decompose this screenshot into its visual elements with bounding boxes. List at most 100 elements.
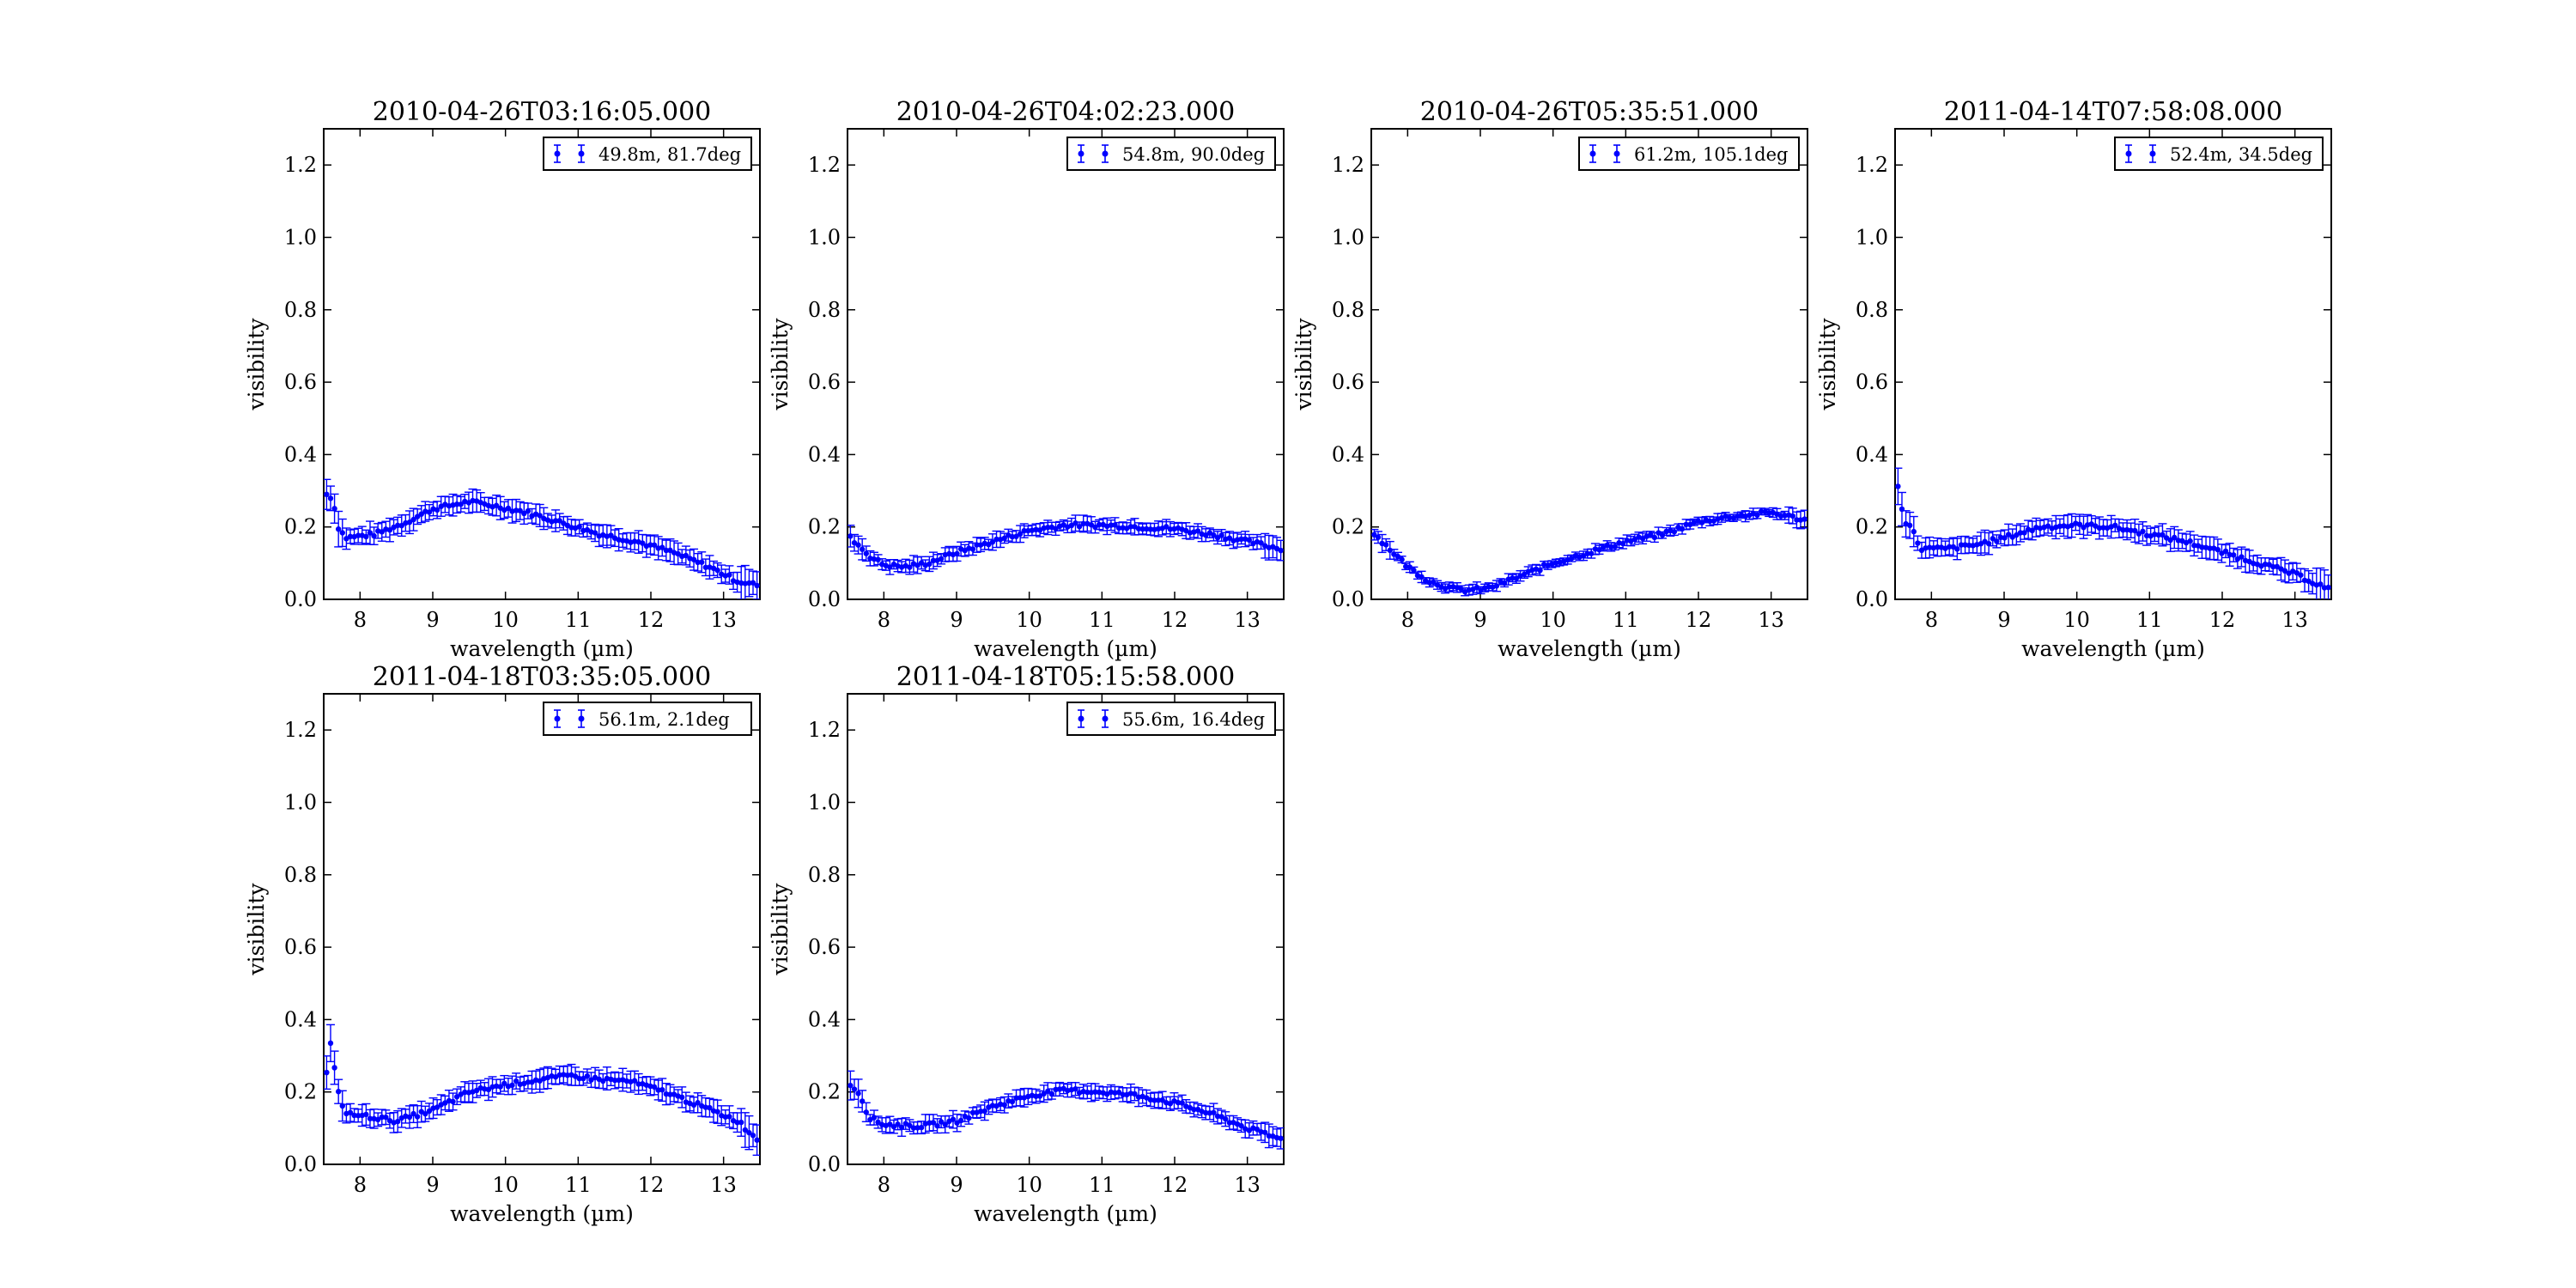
- y-tick-label: 0.0: [1856, 587, 1888, 611]
- data-point: [744, 1115, 754, 1151]
- x-tick-label: 10: [2063, 608, 2090, 632]
- data-point: [1953, 538, 1962, 561]
- data-point: [701, 558, 710, 577]
- data-point: [976, 1104, 986, 1119]
- legend-label: 52.4m, 34.5deg: [2170, 144, 2312, 165]
- data-point: [1071, 1082, 1080, 1097]
- subplot-2: 2010-04-26T04:02:23.000 8 9 10 11 12 13 0.0 0.2 0…: [768, 97, 1285, 661]
- y-tick-label: 0.4: [808, 442, 841, 466]
- data-point: [436, 1094, 446, 1115]
- data-point: [2166, 528, 2175, 552]
- data-point: [740, 564, 750, 599]
- data-point: [1996, 530, 2005, 545]
- data-point: [677, 1086, 687, 1109]
- data-point: [650, 1078, 659, 1096]
- legend-marker: [1102, 144, 1109, 163]
- data-point: [374, 1112, 383, 1127]
- data-point: [1236, 533, 1246, 545]
- data-point: [365, 1109, 374, 1128]
- data-point: [984, 538, 993, 550]
- legend: 54.8m, 90.0deg: [1066, 137, 1276, 171]
- data-point: [1792, 511, 1801, 529]
- y-axis-label: visibility: [244, 318, 269, 411]
- data-point: [980, 1101, 989, 1121]
- y-tick-label: 1.0: [284, 225, 317, 249]
- data-point: [693, 1092, 702, 1114]
- data-point: [381, 1109, 391, 1126]
- x-axis-label: wavelength (µm): [1498, 636, 1681, 661]
- data-point: [2221, 544, 2231, 559]
- y-tick-label: 0.0: [808, 587, 841, 611]
- data-point: [2269, 558, 2278, 575]
- x-tick-label: 13: [1234, 608, 1261, 632]
- data-point: [354, 1109, 363, 1123]
- plot-frame: [1894, 128, 2332, 600]
- data-point: [690, 548, 699, 571]
- subplot-title: 2011-04-18T03:35:05.000: [373, 662, 712, 692]
- data-point: [1397, 556, 1406, 564]
- y-tick-label: 0.8: [1856, 298, 1888, 322]
- y-tick-label: 1.2: [1332, 153, 1364, 177]
- data-point: [972, 537, 981, 553]
- data-point: [614, 1072, 623, 1089]
- data-point: [1165, 520, 1175, 538]
- data-point: [1984, 532, 1994, 556]
- data-point: [1150, 1091, 1159, 1109]
- data-point: [611, 529, 620, 548]
- y-tick-label: 1.2: [284, 153, 317, 177]
- data-point: [740, 1112, 750, 1148]
- x-tick-label: 11: [565, 1173, 592, 1197]
- data-point: [1154, 1092, 1163, 1109]
- legend-label: 56.1m, 2.1deg: [598, 709, 730, 730]
- x-tick-label: 8: [354, 608, 367, 632]
- data-point: [404, 510, 414, 535]
- plot-frame: [323, 128, 761, 600]
- legend-marker: [578, 709, 585, 728]
- data-point: [448, 1092, 458, 1111]
- data-point: [638, 1077, 647, 1091]
- plot-frame: [323, 693, 761, 1165]
- y-tick-label: 0.0: [284, 587, 317, 611]
- data-point: [618, 533, 628, 549]
- x-tick-label: 10: [492, 1173, 519, 1197]
- data-point: [354, 527, 363, 544]
- data-point: [1241, 531, 1250, 548]
- data-point: [861, 545, 871, 562]
- data-point: [2316, 567, 2325, 599]
- data-point: [582, 1068, 592, 1084]
- subplot-title: 2010-04-26T03:16:05.000: [373, 97, 712, 127]
- y-tick-label: 0.4: [808, 1007, 841, 1031]
- data-point: [1980, 529, 1990, 554]
- x-tick-label: 12: [638, 1173, 665, 1197]
- plot-frame: [1370, 128, 1808, 600]
- y-tick-label: 0.6: [284, 935, 317, 959]
- x-tick-label: 8: [1925, 608, 1938, 632]
- data-point: [1929, 540, 1938, 556]
- data-point: [2075, 513, 2084, 536]
- data-point: [1788, 507, 1797, 525]
- legend-box: [543, 137, 752, 171]
- data-point: [2118, 522, 2128, 538]
- data-point: [468, 1080, 477, 1103]
- data-point: [1264, 1123, 1273, 1149]
- data-point: [661, 539, 671, 562]
- data-point: [646, 535, 655, 555]
- data-point: [1016, 1089, 1025, 1107]
- data-point: [1681, 519, 1691, 531]
- data-point: [752, 571, 760, 599]
- data-point: [665, 1084, 675, 1105]
- data-point: [2154, 525, 2163, 545]
- data-point: [1531, 563, 1540, 574]
- data-point: [1256, 536, 1266, 550]
- data-point: [1095, 519, 1104, 531]
- data-point: [1209, 1103, 1218, 1123]
- data-point: [444, 495, 453, 516]
- x-tick-label: 12: [2209, 608, 2236, 632]
- data-series: [1371, 506, 1807, 597]
- data-series: [324, 478, 760, 599]
- data-point: [2134, 523, 2143, 544]
- x-tick-label: 13: [2281, 608, 2308, 632]
- data-point: [345, 529, 355, 544]
- data-point: [972, 1106, 981, 1119]
